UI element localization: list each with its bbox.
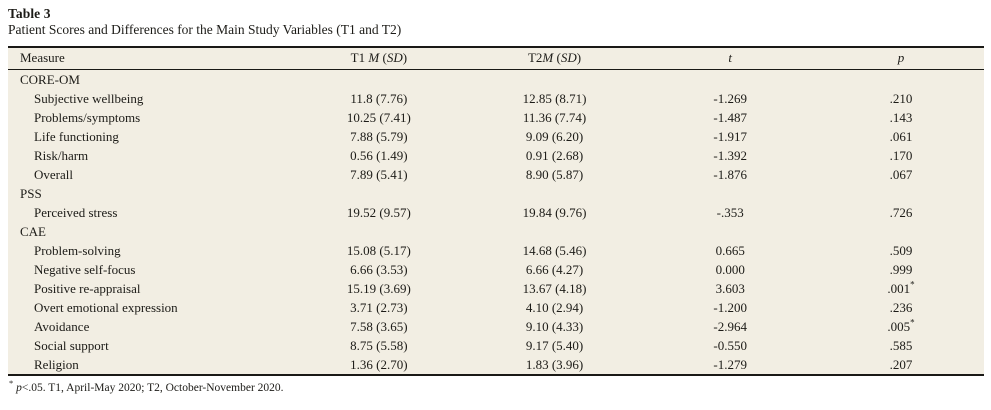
measure-cell: Subjective wellbeing <box>34 90 144 106</box>
t1-cell: 15.08 (5.17) <box>346 242 411 258</box>
t2-cell: 11.36 (7.74) <box>522 109 587 125</box>
t2-cell: 9.10 (4.33) <box>525 318 584 334</box>
measure-cell: Avoidance <box>34 318 90 334</box>
measure-cell: Risk/harm <box>34 147 89 163</box>
t1-cell: 19.52 (9.57) <box>346 204 411 220</box>
t1-cell: 7.58 (3.65) <box>350 318 408 334</box>
t-cell: 3.603 <box>715 280 745 296</box>
measure-cell: Religion <box>34 356 79 372</box>
p-cell: .143 <box>889 109 913 125</box>
t-cell: 0.665 <box>715 242 745 258</box>
table-body: CORE-OM Subjective wellbeing 11.8 (7.76) 12… <box>8 69 984 375</box>
measure-cell: Negative self-focus <box>34 261 136 277</box>
t1-cell: 6.66 (3.53) <box>350 261 408 277</box>
p-cell: .170 <box>889 147 913 163</box>
table-row: Life functioning 7.88 (5.79) 9.09 (6.20) -1… <box>8 127 984 146</box>
measure-cell: Overt emotional expression <box>34 299 178 315</box>
t-cell: -1.392 <box>713 147 747 163</box>
table-footnote: * p<.05. T1, April-May 2020; T2, October… <box>9 377 284 394</box>
p-cell: .001* <box>887 279 915 296</box>
p-cell: .585 <box>889 337 913 353</box>
column-header-t1: T1 M (SD) <box>291 47 467 70</box>
data-table: Measure T1 M (SD) T2M (SD) t p CORE-OM Su… <box>8 46 984 376</box>
section-row: CORE-OM <box>8 69 984 89</box>
table-row: Problems/symptoms 10.25 (7.41) 11.36 (7.74… <box>8 108 984 127</box>
t2-cell: 14.68 (5.46) <box>522 242 587 258</box>
table-row: Overt emotional expression 3.71 (2.73) 4.1… <box>8 298 984 317</box>
section-header-cell: PSS <box>20 185 42 201</box>
table-row: Positive re-appraisal 15.19 (3.69) 13.67 (… <box>8 279 984 298</box>
t1-cell: 3.71 (2.73) <box>350 299 408 315</box>
t1-cell: 7.89 (5.41) <box>350 166 408 182</box>
t2-cell: 4.10 (2.94) <box>525 299 584 315</box>
table-row: Overall 7.89 (5.41) 8.90 (5.87) -1.876 .067 <box>8 165 984 184</box>
t1-cell: 8.75 (5.58) <box>350 337 408 353</box>
section-row: CAE <box>8 222 984 241</box>
t2-cell: 9.09 (6.20) <box>525 128 584 144</box>
t1-cell: 15.19 (3.69) <box>346 280 411 296</box>
p-cell: .236 <box>889 299 913 315</box>
t-cell: -.353 <box>716 204 744 220</box>
column-header-t: t <box>642 47 819 70</box>
t2-cell: 6.66 (4.27) <box>525 261 584 277</box>
p-cell: .207 <box>889 356 913 372</box>
table-caption: Patient Scores and Differences for the M… <box>8 22 402 37</box>
t-cell: -1.269 <box>713 90 747 106</box>
table-row: Religion 1.36 (2.70) 1.83 (3.96) -1.279 .207 <box>8 355 984 375</box>
measure-cell: Life functioning <box>34 128 119 144</box>
t-cell: -1.917 <box>713 128 747 144</box>
measure-cell: Problem-solving <box>34 242 121 258</box>
p-cell: .726 <box>889 204 913 220</box>
table-label: Table 3 <box>8 6 51 21</box>
t1-cell: 11.8 (7.76) <box>350 90 408 106</box>
column-header-p: p <box>818 47 984 70</box>
header-row: Measure T1 M (SD) T2M (SD) t p <box>8 47 984 70</box>
t2-cell: 9.17 (5.40) <box>525 337 584 353</box>
t1-cell: 10.25 (7.41) <box>346 109 411 125</box>
p-cell: .005* <box>887 317 915 334</box>
t-cell: -1.200 <box>713 299 747 315</box>
t-cell: -1.487 <box>713 109 747 125</box>
t2-cell: 8.90 (5.87) <box>525 166 584 182</box>
p-cell: .999 <box>889 261 913 277</box>
table-row: Subjective wellbeing 11.8 (7.76) 12.85 (8.… <box>8 89 984 108</box>
table-row: Negative self-focus 6.66 (3.53) 6.66 (4.27… <box>8 260 984 279</box>
measure-cell: Positive re-appraisal <box>34 280 141 296</box>
t-cell: -2.964 <box>713 318 747 334</box>
significance-marker: * <box>910 279 915 290</box>
section-header-cell: CORE-OM <box>20 71 80 87</box>
measure-cell: Overall <box>34 166 73 182</box>
table-row: Perceived stress 19.52 (9.57) 19.84 (9.76)… <box>8 203 984 222</box>
table-row: Avoidance 7.58 (3.65) 9.10 (4.33) -2.964 .00… <box>8 317 984 336</box>
t2-cell: 13.67 (4.18) <box>522 280 587 296</box>
measure-cell: Social support <box>34 337 109 353</box>
t2-cell: 19.84 (9.76) <box>522 204 587 220</box>
p-cell: .061 <box>889 128 913 144</box>
t1-cell: 0.56 (1.49) <box>350 147 408 163</box>
section-header-cell: CAE <box>20 223 46 239</box>
page: Table 3 Patient Scores and Differences f… <box>8 6 984 394</box>
p-cell: .067 <box>889 166 913 182</box>
column-header-measure: Measure <box>8 47 292 70</box>
measure-cell: Problems/symptoms <box>34 109 141 125</box>
t2-cell: 0.91 (2.68) <box>525 147 584 163</box>
t2-cell: 12.85 (8.71) <box>522 90 587 106</box>
t1-cell: 7.88 (5.79) <box>350 128 408 144</box>
t2-cell: 1.83 (3.96) <box>525 356 584 372</box>
p-cell: .509 <box>889 242 913 258</box>
t1-cell: 1.36 (2.70) <box>350 356 408 372</box>
section-row: PSS <box>8 184 984 203</box>
column-header-t2: T2M (SD) <box>466 47 643 70</box>
t-cell: -1.876 <box>713 166 747 182</box>
p-cell: .210 <box>889 90 913 106</box>
table-row: Problem-solving 15.08 (5.17) 14.68 (5.46) 0… <box>8 241 984 260</box>
t-cell: 0.000 <box>715 261 745 277</box>
table-header: Measure T1 M (SD) T2M (SD) t p <box>8 47 984 70</box>
significance-marker: * <box>910 317 915 328</box>
t-cell: -0.550 <box>713 337 747 353</box>
t-cell: -1.279 <box>713 356 747 372</box>
table-row: Social support 8.75 (5.58) 9.17 (5.40) -0.5… <box>8 336 984 355</box>
measure-cell: Perceived stress <box>34 204 118 220</box>
table-row: Risk/harm 0.56 (1.49) 0.91 (2.68) -1.392 .17… <box>8 146 984 165</box>
